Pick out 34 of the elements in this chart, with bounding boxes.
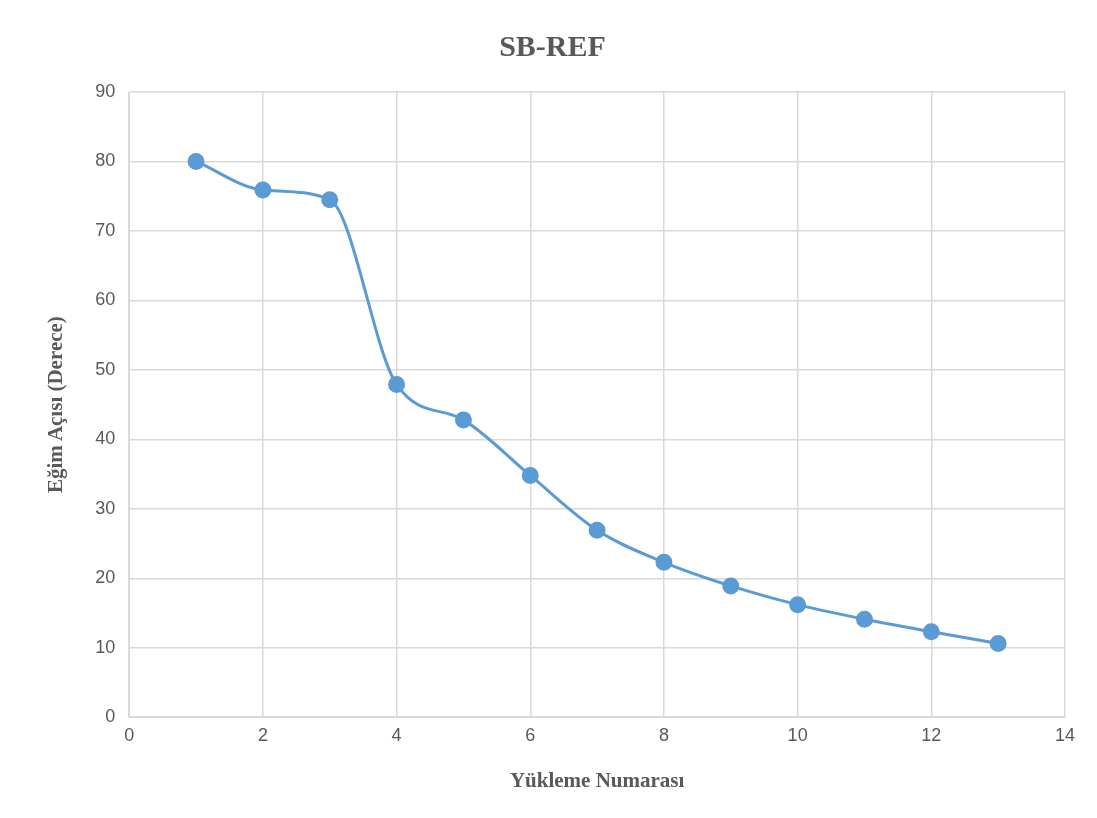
x-tick-label: 10 xyxy=(787,724,808,745)
x-tick-label: 2 xyxy=(257,724,268,745)
x-tick-label: 6 xyxy=(525,724,536,745)
y-tick-label: 30 xyxy=(95,497,116,518)
point xyxy=(521,466,539,484)
point xyxy=(922,623,940,641)
point xyxy=(187,152,205,170)
y-tick-label: 70 xyxy=(95,219,116,240)
chart-title: SB-REF xyxy=(499,28,606,62)
point xyxy=(855,610,873,628)
point xyxy=(454,411,472,429)
x-tick-label: 4 xyxy=(391,724,402,745)
y-tick-label: 60 xyxy=(95,289,116,310)
y-tick-label: 10 xyxy=(95,636,116,657)
point xyxy=(254,181,272,199)
x-tick-label: 0 xyxy=(124,724,135,745)
y-tick-label: 40 xyxy=(95,428,116,449)
point xyxy=(321,191,339,209)
y-axis-title: Eğim Açısı (Derece) xyxy=(43,316,68,494)
y-tick-label: 50 xyxy=(95,358,116,379)
point xyxy=(655,553,673,571)
y-tick-label: 20 xyxy=(95,567,116,588)
x-tick-label: 12 xyxy=(921,724,942,745)
x-tick-label: 14 xyxy=(1054,724,1076,745)
x-tick-label: 8 xyxy=(658,724,669,745)
point xyxy=(388,375,406,393)
y-tick-label: 0 xyxy=(105,706,116,727)
point xyxy=(989,635,1007,653)
x-axis-title: Yükleme Numarası xyxy=(509,767,685,792)
point xyxy=(588,521,606,539)
point xyxy=(722,577,740,595)
y-tick-label: 80 xyxy=(95,150,116,171)
point xyxy=(789,596,807,614)
y-tick-label: 90 xyxy=(95,80,116,101)
